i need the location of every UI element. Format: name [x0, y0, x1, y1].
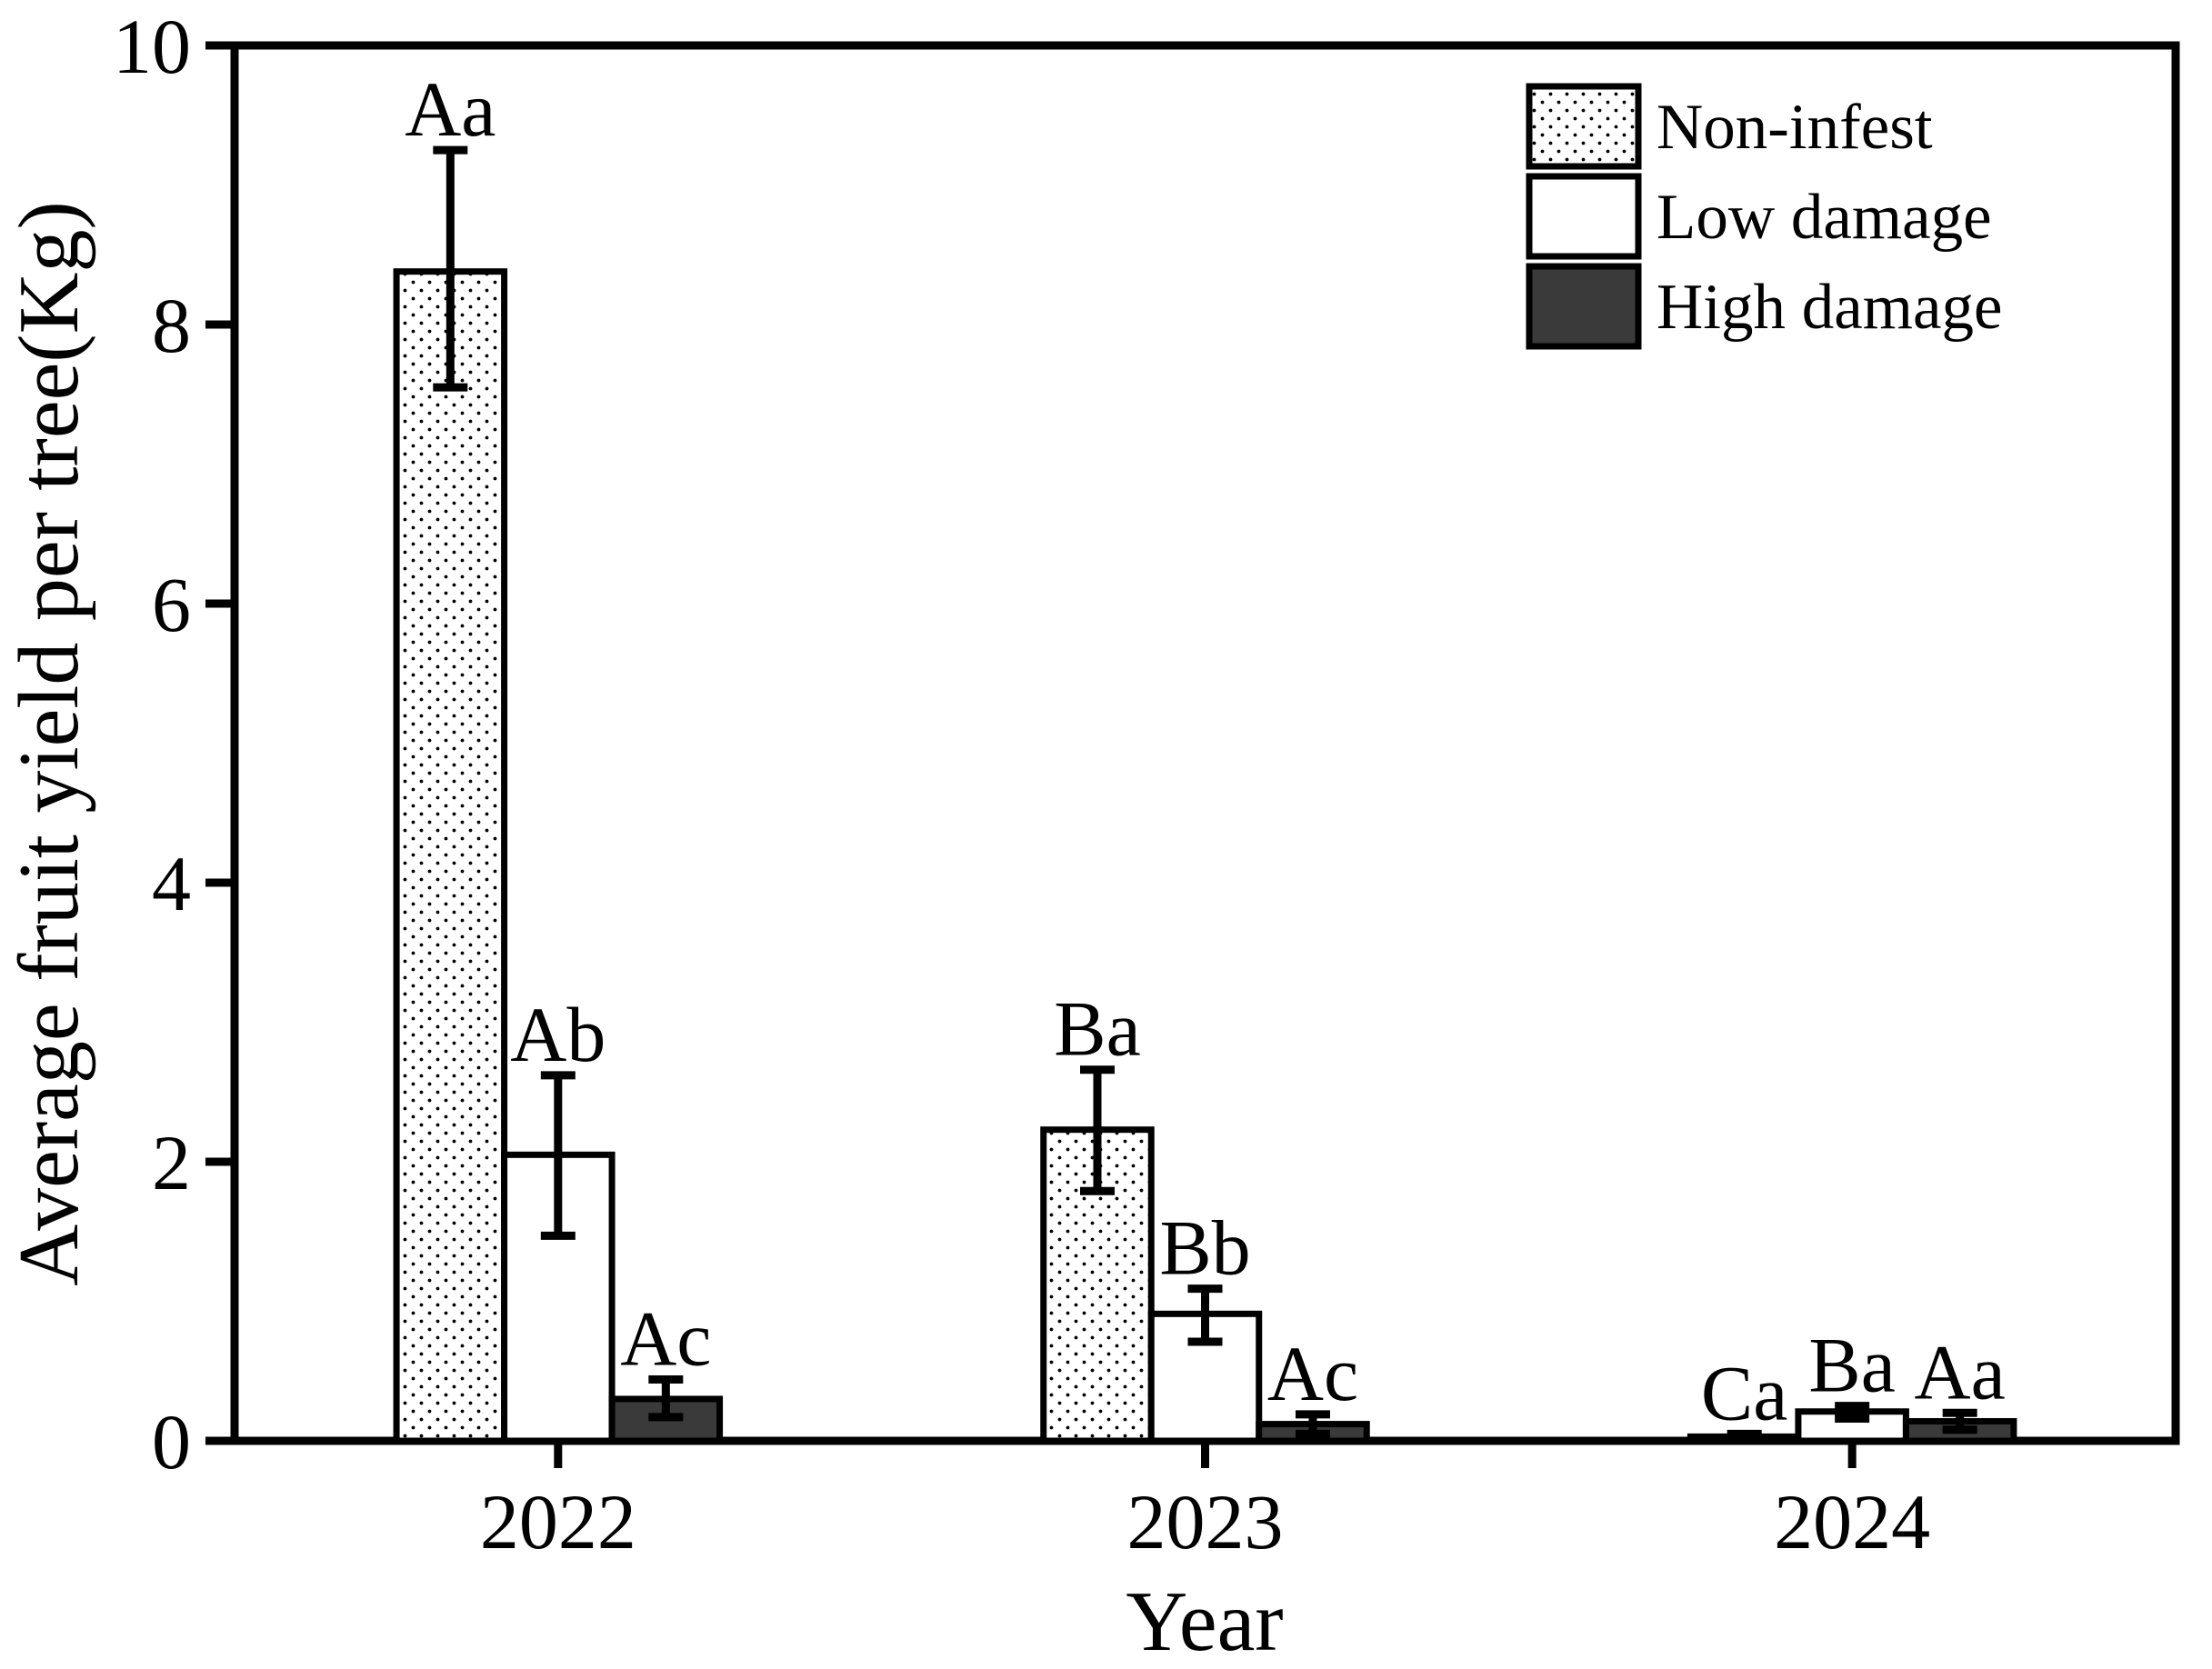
legend: Non-infest Low damage High damage [1526, 83, 2003, 350]
axis-ticks: 0 2 4 6 8 10 2022 2023 2024 [113, 3, 1930, 1565]
significance-label: Aa [1915, 1328, 2006, 1415]
x-tick-label: 2023 [1127, 1478, 1284, 1565]
significance-label: Ab [510, 991, 606, 1078]
significance-label: Ac [620, 1294, 711, 1382]
bar-low-damage-2023 [1147, 1310, 1263, 1444]
x-tick-label: 2022 [480, 1478, 636, 1565]
significance-label: Aa [405, 65, 495, 153]
legend-label-non-infest: Non-infest [1656, 92, 1933, 163]
significance-label: Ca [1701, 1349, 1788, 1436]
y-tick-label: 8 [152, 282, 191, 369]
x-tick-label: 2024 [1774, 1478, 1930, 1565]
significance-label: Ac [1267, 1330, 1358, 1417]
bar-non-infest-2022 [393, 268, 508, 1444]
y-tick-label: 0 [152, 1398, 191, 1485]
legend-label-low-damage: Low damage [1656, 182, 1992, 253]
x-axis-title: Year [1126, 1574, 1283, 1669]
legend-swatch-low-damage [1526, 173, 1642, 260]
y-tick-label: 2 [152, 1119, 191, 1206]
bars [393, 268, 2017, 1444]
significance-label: Ba [1808, 1322, 1896, 1409]
significance-label: Bb [1159, 1204, 1250, 1292]
legend-swatch-non-infest [1526, 83, 1642, 170]
y-tick-label: 4 [152, 840, 191, 927]
y-tick-label: 6 [152, 561, 191, 648]
significance-label: Ba [1054, 985, 1141, 1073]
y-axis-title: Average fruit yield per tree(Kg) [2, 201, 96, 1286]
legend-label-high-damage: High damage [1656, 272, 2003, 343]
error-bars [433, 145, 1977, 1444]
legend-swatch-high-damage [1526, 263, 1642, 350]
y-tick-label: 10 [113, 3, 191, 90]
